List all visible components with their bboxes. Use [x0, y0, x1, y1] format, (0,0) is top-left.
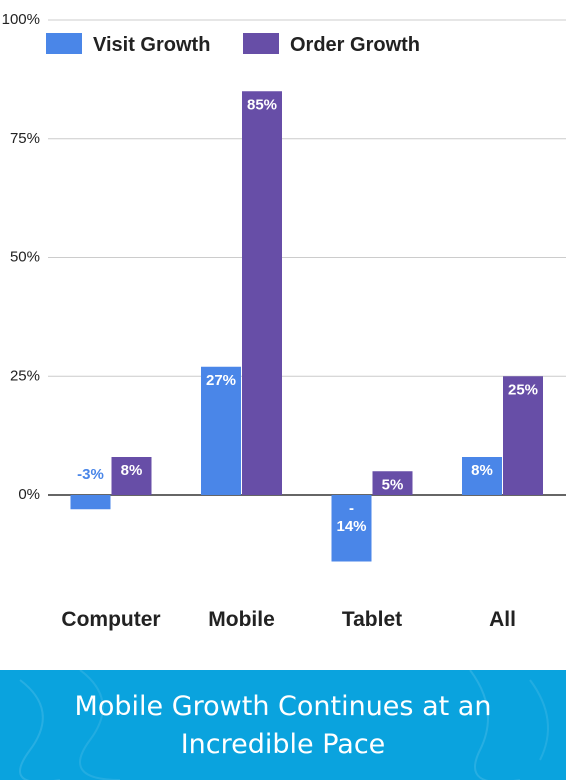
bar-visit — [462, 457, 502, 495]
banner-decoration — [19, 670, 549, 780]
caption-line-2: Incredible Pace — [180, 729, 386, 760]
data-label: -14% — [336, 500, 366, 535]
x-tick-label: Computer — [61, 608, 160, 631]
caption-text: Mobile Growth Continues at an Incredible… — [0, 688, 566, 764]
bar-order — [372, 471, 413, 495]
legend-label: Visit Growth — [93, 34, 210, 56]
data-label: -3% — [77, 466, 104, 483]
x-tick-label: Mobile — [208, 608, 275, 631]
data-label: 25% — [508, 381, 538, 398]
y-tick-label: 50% — [10, 249, 40, 266]
y-tick-label: 25% — [10, 367, 40, 384]
caption-banner: Mobile Growth Continues at an Incredible… — [0, 670, 566, 780]
y-tick-label: 100% — [2, 11, 40, 28]
caption-line-1: Mobile Growth Continues at an — [74, 691, 492, 722]
data-label: 8% — [121, 462, 143, 479]
data-label: 8% — [471, 462, 493, 479]
x-tick-label: Tablet — [342, 608, 402, 631]
bar-visit — [70, 495, 111, 510]
legend-swatch — [46, 33, 82, 54]
bar-order — [111, 457, 152, 495]
bar-order — [242, 91, 282, 495]
bar-visit — [331, 495, 372, 562]
bar-chart: 0% 25% 50% 75% 100% -3% 8% Computer 27% 85% Mobile… — [2, 11, 566, 631]
legend-swatch — [243, 33, 279, 54]
y-tick-label: 0% — [18, 486, 40, 503]
data-label: 85% — [247, 96, 277, 113]
legend-label: Order Growth — [290, 34, 420, 56]
data-label: 27% — [206, 372, 236, 389]
y-tick-label: 75% — [10, 130, 40, 147]
bar-order — [503, 376, 543, 495]
data-label: 5% — [382, 476, 404, 493]
x-tick-label: All — [489, 608, 516, 631]
bar-visit — [201, 366, 241, 495]
